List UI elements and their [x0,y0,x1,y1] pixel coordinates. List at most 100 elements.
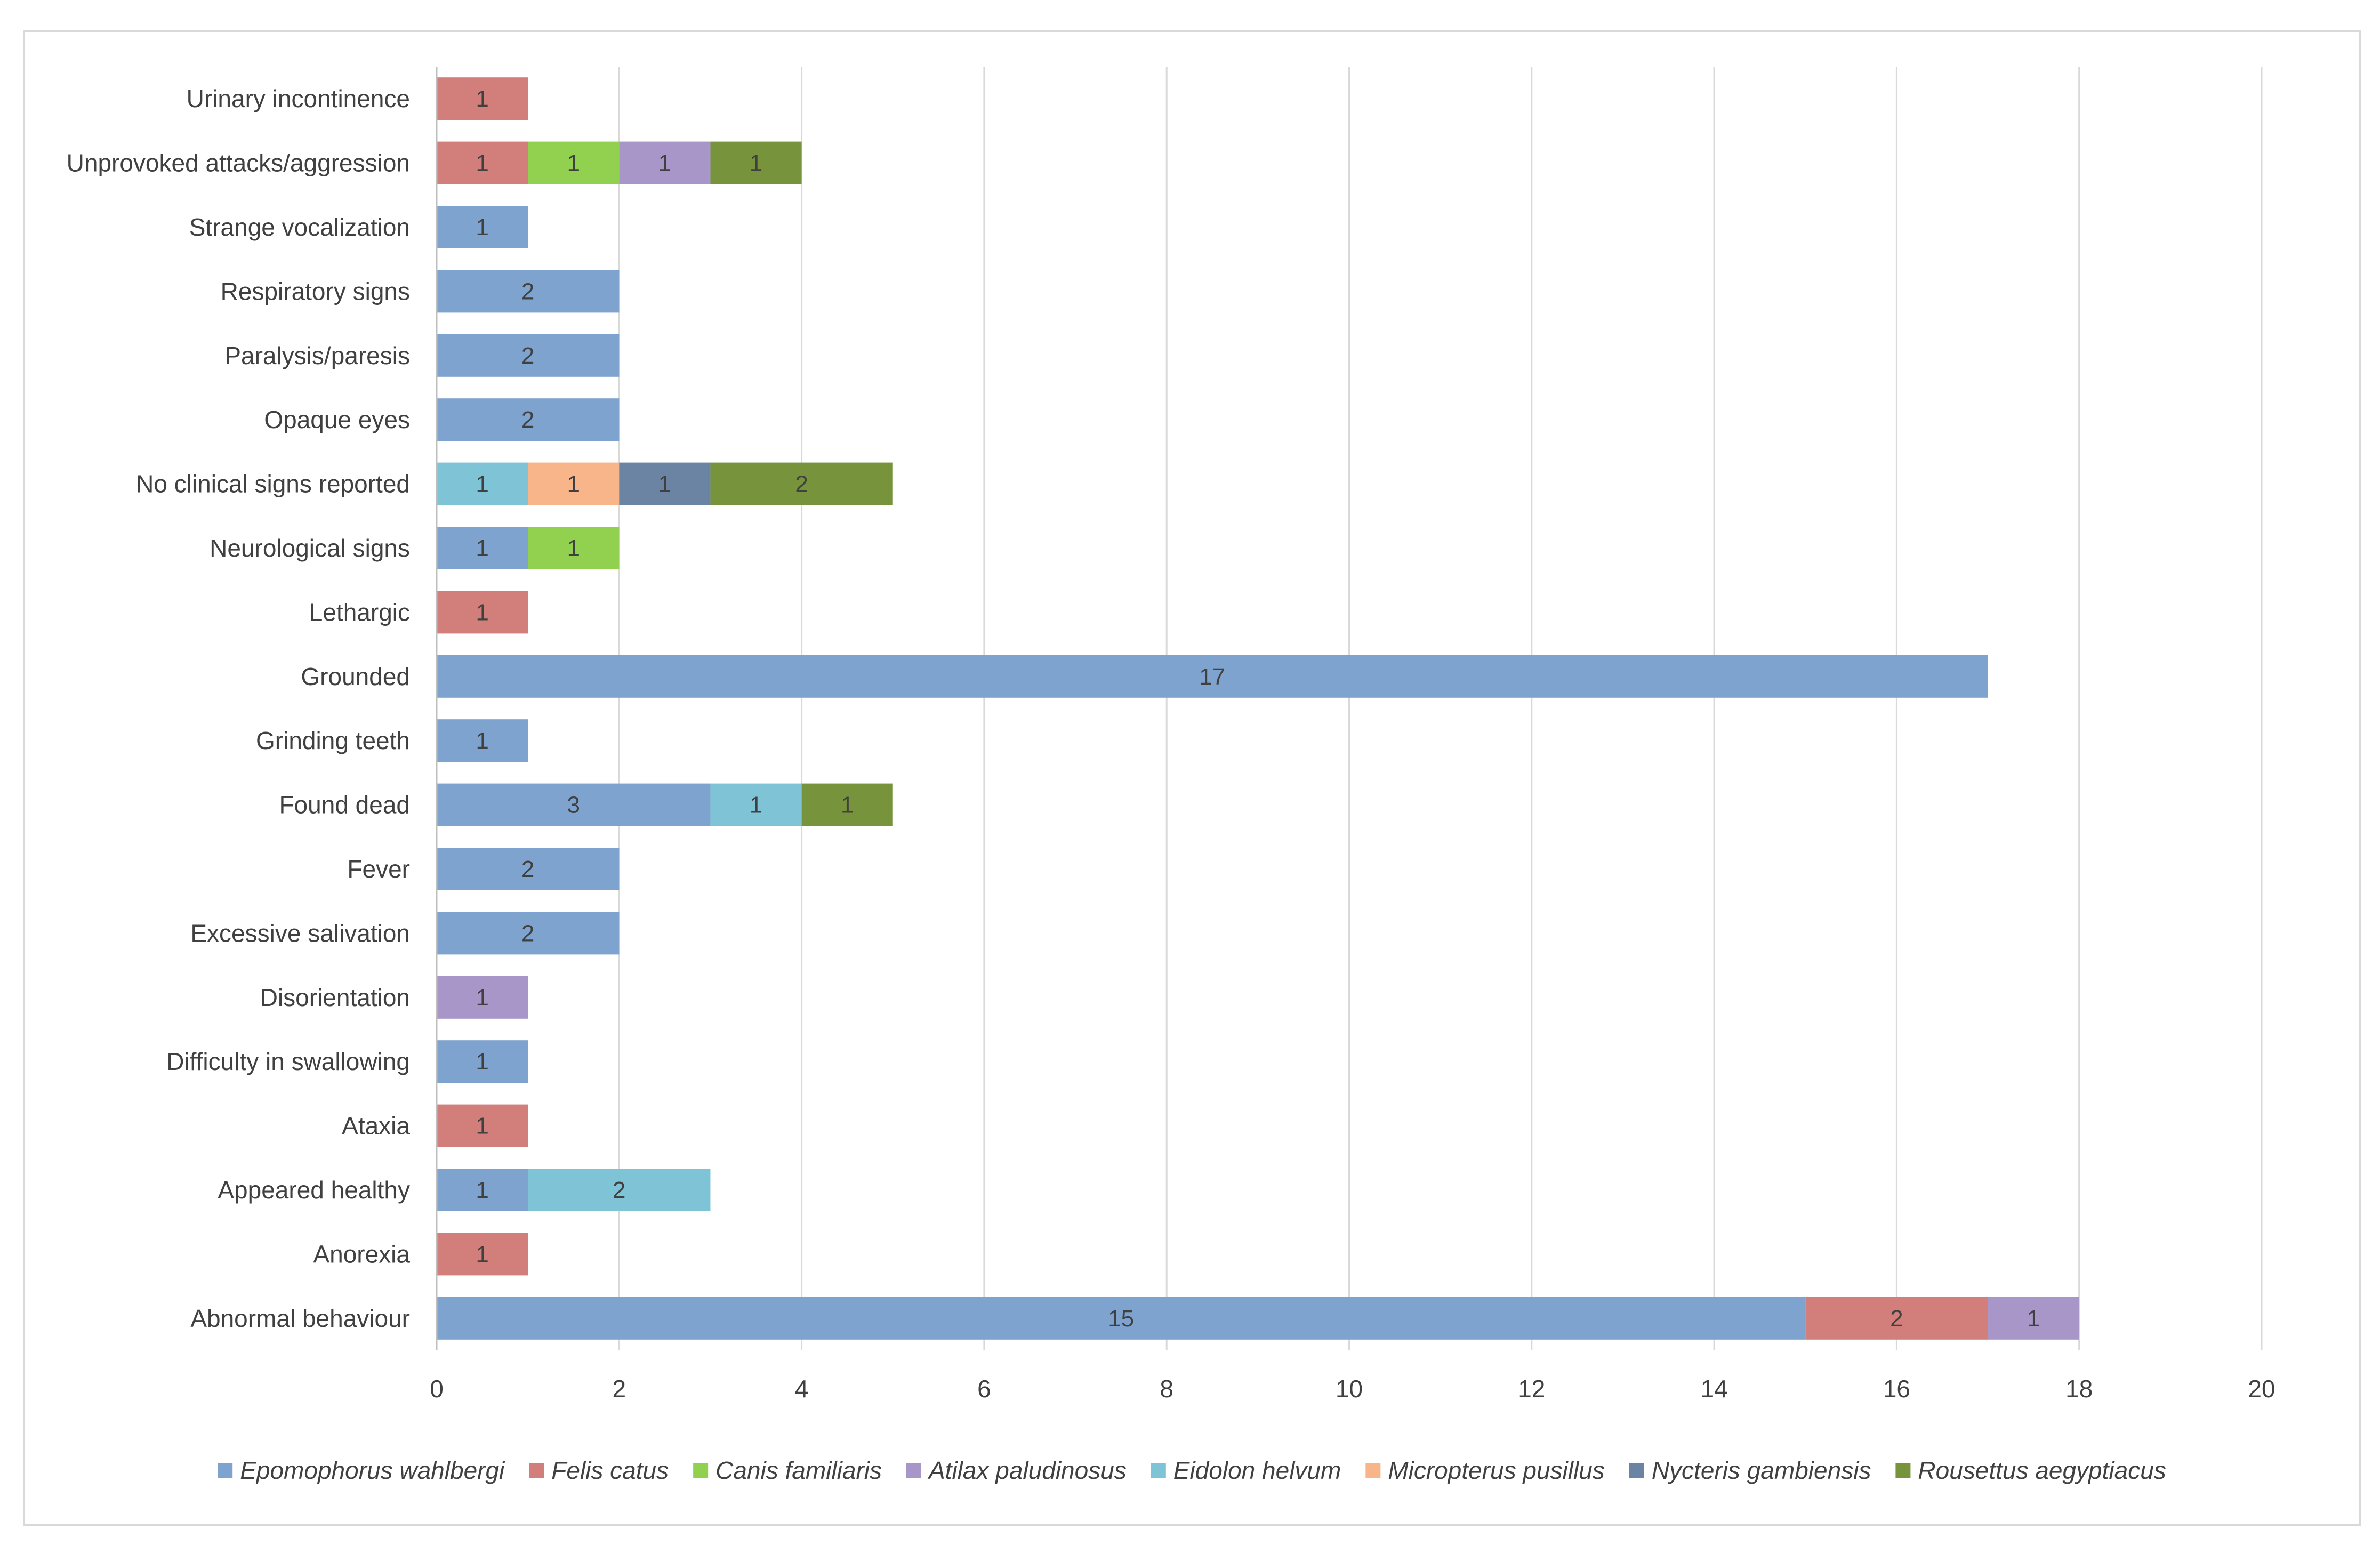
data-label-abnormal-behaviour-epomophorus-wahlbergi: 15 [1108,1306,1134,1332]
bar-strange-vocalization-epomophorus-wahlbergi [437,206,528,248]
data-label-urinary-incontinence-felis-catus: 1 [476,86,488,112]
category-label-abnormal-behaviour: Abnormal behaviour [190,1305,410,1332]
data-label-no-clinical-signs-reported-nycteris-gambiensis: 1 [658,471,671,497]
x-tick-label-18: 18 [2065,1375,2093,1403]
category-label-urinary-incontinence: Urinary incontinence [187,85,410,112]
data-label-found-dead-eidolon-helvum: 1 [750,792,762,818]
bar-appeared-healthy-epomophorus-wahlbergi [437,1169,528,1211]
bar-grounded-epomophorus-wahlbergi [437,655,1988,698]
data-label-fever-epomophorus-wahlbergi: 2 [521,856,534,882]
bar-abnormal-behaviour-felis-catus [1805,1297,1988,1340]
data-label-abnormal-behaviour-atilax-paludinosus: 1 [2027,1306,2040,1332]
category-label-found-dead: Found dead [279,791,410,819]
data-label-appeared-healthy-eidolon-helvum: 2 [613,1177,625,1203]
data-label-no-clinical-signs-reported-rousettus-aegyptiacus: 2 [795,471,808,497]
category-label-unprovoked-attacks-aggression: Unprovoked attacks/aggression [67,149,410,177]
data-label-unprovoked-attacks-aggression-atilax-paludinosus: 1 [658,150,671,176]
bar-unprovoked-attacks-aggression-canis-familiaris [528,141,620,184]
bar-found-dead-eidolon-helvum [710,783,802,826]
data-label-disorientation-atilax-paludinosus: 1 [476,985,488,1011]
bar-no-clinical-signs-reported-micropterus-pusillus [528,462,620,505]
data-label-unprovoked-attacks-aggression-canis-familiaris: 1 [567,150,580,176]
bar-urinary-incontinence-felis-catus [437,77,528,120]
legend-swatch-canis-familiaris [693,1463,709,1478]
bar-excessive-salivation-epomophorus-wahlbergi [437,912,620,955]
bar-respiratory-signs-epomophorus-wahlbergi [437,270,620,313]
category-label-strange-vocalization: Strange vocalization [189,213,410,241]
legend-swatch-felis-catus [529,1463,544,1478]
data-label-no-clinical-signs-reported-micropterus-pusillus: 1 [567,471,580,497]
bar-found-dead-epomophorus-wahlbergi [437,783,711,826]
category-label-anorexia: Anorexia [313,1240,410,1268]
legend-item-epomophorus-wahlbergi: Epomophorus wahlbergi [218,1457,505,1484]
bar-no-clinical-signs-reported-nycteris-gambiensis [619,462,711,505]
bar-unprovoked-attacks-aggression-felis-catus [437,141,528,184]
legend-swatch-epomophorus-wahlbergi [218,1463,233,1478]
bar-unprovoked-attacks-aggression-rousettus-aegyptiacus [710,141,802,184]
legend-swatch-eidolon-helvum [1151,1463,1166,1478]
data-label-strange-vocalization-epomophorus-wahlbergi: 1 [476,214,488,240]
legend-item-eidolon-helvum: Eidolon helvum [1151,1457,1341,1484]
legend-label-canis-familiaris: Canis familiaris [715,1457,882,1484]
bar-appeared-healthy-eidolon-helvum [528,1169,711,1211]
bar-abnormal-behaviour-epomophorus-wahlbergi [437,1297,1806,1340]
bar-fever-epomophorus-wahlbergi [437,848,620,890]
gridlines [618,67,2263,1350]
x-tick-label-12: 12 [1518,1375,1545,1403]
x-tick-label-4: 4 [795,1375,809,1403]
data-label-grounded-epomophorus-wahlbergi: 17 [1199,664,1225,690]
data-label-neurological-signs-epomophorus-wahlbergi: 1 [476,535,488,561]
bar-anorexia-felis-catus [437,1233,528,1276]
legend-label-nycteris-gambiensis: Nycteris gambiensis [1652,1457,1871,1484]
category-label-grounded: Grounded [301,663,410,690]
bar-disorientation-atilax-paludinosus [437,976,528,1019]
legend-label-micropterus-pusillus: Micropterus pusillus [1388,1457,1604,1484]
data-label-opaque-eyes-epomophorus-wahlbergi: 2 [521,407,534,433]
x-tick-label-10: 10 [1336,1375,1363,1403]
category-label-paralysis-paresis: Paralysis/paresis [224,342,410,369]
bar-no-clinical-signs-reported-eidolon-helvum [437,462,528,505]
bar-paralysis-paresis-epomophorus-wahlbergi [437,334,620,377]
bar-difficulty-in-swallowing-epomophorus-wahlbergi [437,1040,528,1083]
bar-neurological-signs-canis-familiaris [528,527,620,569]
legend-label-felis-catus: Felis catus [551,1457,669,1484]
bar-neurological-signs-epomophorus-wahlbergi [437,527,528,569]
data-label-respiratory-signs-epomophorus-wahlbergi: 2 [521,278,534,304]
category-label-excessive-salivation: Excessive salivation [190,919,410,947]
data-label-appeared-healthy-epomophorus-wahlbergi: 1 [476,1177,488,1203]
bar-abnormal-behaviour-atilax-paludinosus [1988,1297,2079,1340]
legend-item-canis-familiaris: Canis familiaris [693,1457,882,1484]
data-label-paralysis-paresis-epomophorus-wahlbergi: 2 [521,343,534,369]
x-tick-label-0: 0 [430,1375,444,1403]
category-label-appeared-healthy: Appeared healthy [218,1176,410,1204]
data-label-excessive-salivation-epomophorus-wahlbergi: 2 [521,920,534,946]
bar-no-clinical-signs-reported-rousettus-aegyptiacus [710,462,893,505]
bar-grinding-teeth-epomophorus-wahlbergi [437,719,528,762]
data-label-ataxia-felis-catus: 1 [476,1113,488,1139]
legend-item-rousettus-aegyptiacus: Rousettus aegyptiacus [1895,1457,2166,1484]
data-label-unprovoked-attacks-aggression-felis-catus: 1 [476,150,488,176]
x-tick-label-8: 8 [1160,1375,1173,1403]
data-label-neurological-signs-canis-familiaris: 1 [567,535,580,561]
legend: Epomophorus wahlbergi Felis catus Canis fa… [218,1457,2166,1484]
bar-opaque-eyes-epomophorus-wahlbergi [437,398,620,441]
legend-item-micropterus-pusillus: Micropterus pusillus [1365,1457,1605,1484]
data-label-difficulty-in-swallowing-epomophorus-wahlbergi: 1 [476,1049,488,1075]
bar-found-dead-rousettus-aegyptiacus [801,783,893,826]
category-label-neurological-signs: Neurological signs [210,534,410,562]
category-label-disorientation: Disorientation [260,984,410,1011]
bar-ataxia-felis-catus [437,1104,528,1147]
data-label-found-dead-epomophorus-wahlbergi: 3 [567,792,580,818]
category-label-difficulty-in-swallowing: Difficulty in swallowing [166,1048,410,1075]
data-label-no-clinical-signs-reported-eidolon-helvum: 1 [476,471,488,497]
legend-swatch-atilax-paludinosus [906,1463,922,1478]
category-label-no-clinical-signs-reported: No clinical signs reported [136,470,410,498]
x-tick-label-6: 6 [977,1375,991,1403]
x-tick-label-14: 14 [1701,1375,1728,1403]
category-label-fever: Fever [347,855,410,883]
x-tick-label-2: 2 [613,1375,626,1403]
x-tick-label-20: 20 [2248,1375,2275,1403]
